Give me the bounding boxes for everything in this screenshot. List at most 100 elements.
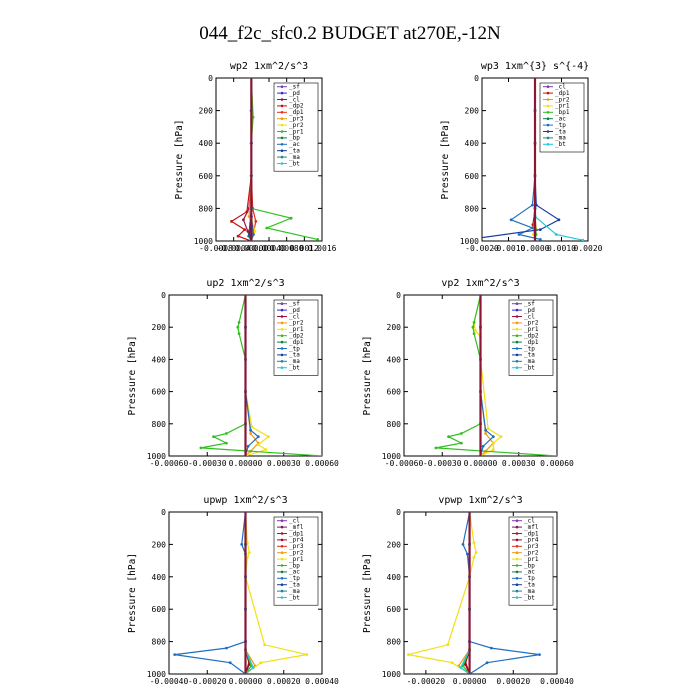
series-point-pr1 <box>267 435 270 439</box>
series-point-dp2 <box>230 220 233 223</box>
legend-entry: _bt <box>524 365 535 372</box>
legend-entry: _bt <box>524 594 535 601</box>
series-point-cl <box>246 229 250 233</box>
y-tick-label: 0 <box>161 291 166 300</box>
legend-box <box>273 299 319 376</box>
series-point-pr1 <box>256 443 260 447</box>
chart-vpwp: vpwp 1xm^2/s^3 Pressure [hPa] 0 200 400 600 80… <box>362 495 574 686</box>
legend-marker <box>280 525 284 529</box>
series-point-pr1 <box>264 448 268 451</box>
series-point-pr1 <box>246 556 249 559</box>
legend-entry: _pr1 <box>524 326 539 333</box>
legend-entry: _tp <box>289 345 300 352</box>
x-tick-label: 0.00060 <box>540 459 574 468</box>
series-point-pr1 <box>289 216 293 220</box>
series-point-pr1 <box>263 643 266 647</box>
legend-marker <box>280 557 284 561</box>
legend-entry: _cl <box>524 518 535 525</box>
x-tick-label: 0.0016 <box>308 244 337 253</box>
legend-marker <box>515 538 519 542</box>
figure-title: 044_f2c_sfc0.2 BUDGET at270E,-12N <box>199 23 501 44</box>
series-point-dp2 <box>199 446 203 450</box>
legend-entry: _cl <box>289 313 300 320</box>
series-point-pr2 <box>253 229 257 233</box>
series-point-pr1 <box>247 551 251 554</box>
legend-entry: _ta <box>524 582 535 589</box>
series-point-dp2 <box>225 432 228 435</box>
legend-entry: _pr3 <box>289 116 304 123</box>
series-point-tp <box>491 435 495 439</box>
x-tick-label: 0.00000 <box>229 677 263 686</box>
legend-entry: _pr4 <box>524 537 539 544</box>
series-line-pr1 <box>408 512 477 674</box>
legend-entry: _ma <box>555 135 566 142</box>
legend-marker <box>515 321 519 325</box>
chart-wp2: wp2 1xm^2/s^3 Pressure [hPa] 0 200 400 600 800… <box>174 61 337 253</box>
y-tick-label: 400 <box>199 139 214 148</box>
legend-entry: _tp <box>555 122 566 129</box>
y-tick-label: 1000 <box>382 670 401 679</box>
legend-marker <box>546 91 550 95</box>
legend-entry: _dp2 <box>289 333 304 340</box>
legend-marker <box>280 334 284 338</box>
series-point-tp <box>531 226 534 230</box>
legend-marker <box>515 596 519 599</box>
legend-entry: _dp2 <box>524 333 539 340</box>
series-point-tp <box>240 543 244 546</box>
legend-marker <box>515 308 519 312</box>
series-point-dp2 <box>243 228 247 232</box>
legend-marker <box>280 583 284 586</box>
legend-marker <box>546 111 550 114</box>
y-tick-label: 400 <box>152 355 167 364</box>
legend-marker <box>515 532 519 535</box>
legend-entry: _bp <box>524 562 535 569</box>
legend-entry: _sf <box>524 301 535 308</box>
x-tick-label: 0.00040 <box>540 677 574 686</box>
legend-marker <box>515 302 519 306</box>
legend-marker <box>546 136 550 140</box>
series-point-dp2 <box>212 435 216 439</box>
x-tick-label: 0.0012 <box>290 244 319 253</box>
x-tick-label: -0.0004 <box>217 244 251 253</box>
series-point-pr1 <box>491 441 495 445</box>
y-tick-label: 800 <box>387 420 402 429</box>
legend-marker <box>515 551 519 554</box>
series-point-dp2 <box>447 435 450 439</box>
legend-entry: _pr2 <box>289 550 304 557</box>
series-group <box>230 78 319 241</box>
chart-wp3: wp3 1xm^{3} s^{-4} Pressure [hPa] 0 200 400 6… <box>440 61 603 253</box>
legend-marker <box>280 538 284 542</box>
legend-entry: _bp1 <box>555 109 570 116</box>
series-point-tp <box>249 428 253 432</box>
legend-marker <box>515 564 519 567</box>
legend-entry: _ac <box>289 141 300 148</box>
legend-entry: _ta <box>289 148 300 155</box>
legend-marker <box>515 328 519 331</box>
y-tick-label: 0 <box>396 508 401 517</box>
series-point-pr1 <box>450 661 454 665</box>
legend-entry: _ma <box>524 588 535 595</box>
series-point-dp2 <box>472 332 476 335</box>
series-point-bt <box>251 666 255 669</box>
legend-entry: _bt <box>555 141 566 148</box>
series-group <box>434 295 557 456</box>
panel-title: up2 1xm^2/s^3 <box>206 278 284 289</box>
legend-entry: _pr1 <box>524 556 539 563</box>
legend-marker <box>515 525 519 529</box>
series-point-ta <box>557 218 561 222</box>
series-point-tp <box>225 646 228 650</box>
series-point-dp2 <box>434 446 438 450</box>
series-point-tp <box>173 653 177 656</box>
y-axis-label: Pressure [hPa] <box>127 553 138 633</box>
x-tick-label: 0.0020 <box>574 244 603 253</box>
y-axis-label: Pressure [hPa] <box>174 119 185 199</box>
series-point-ac <box>252 233 255 236</box>
series-point-dp1 <box>254 220 258 223</box>
legend-entry: _pr2 <box>555 96 570 103</box>
series-point-dp2 <box>320 454 322 456</box>
series-point-tp <box>246 444 250 448</box>
legend-marker <box>546 130 550 133</box>
y-tick-label: 600 <box>387 605 402 614</box>
legend-entry: _dp2 <box>289 103 304 110</box>
y-tick-label: 800 <box>199 204 214 213</box>
